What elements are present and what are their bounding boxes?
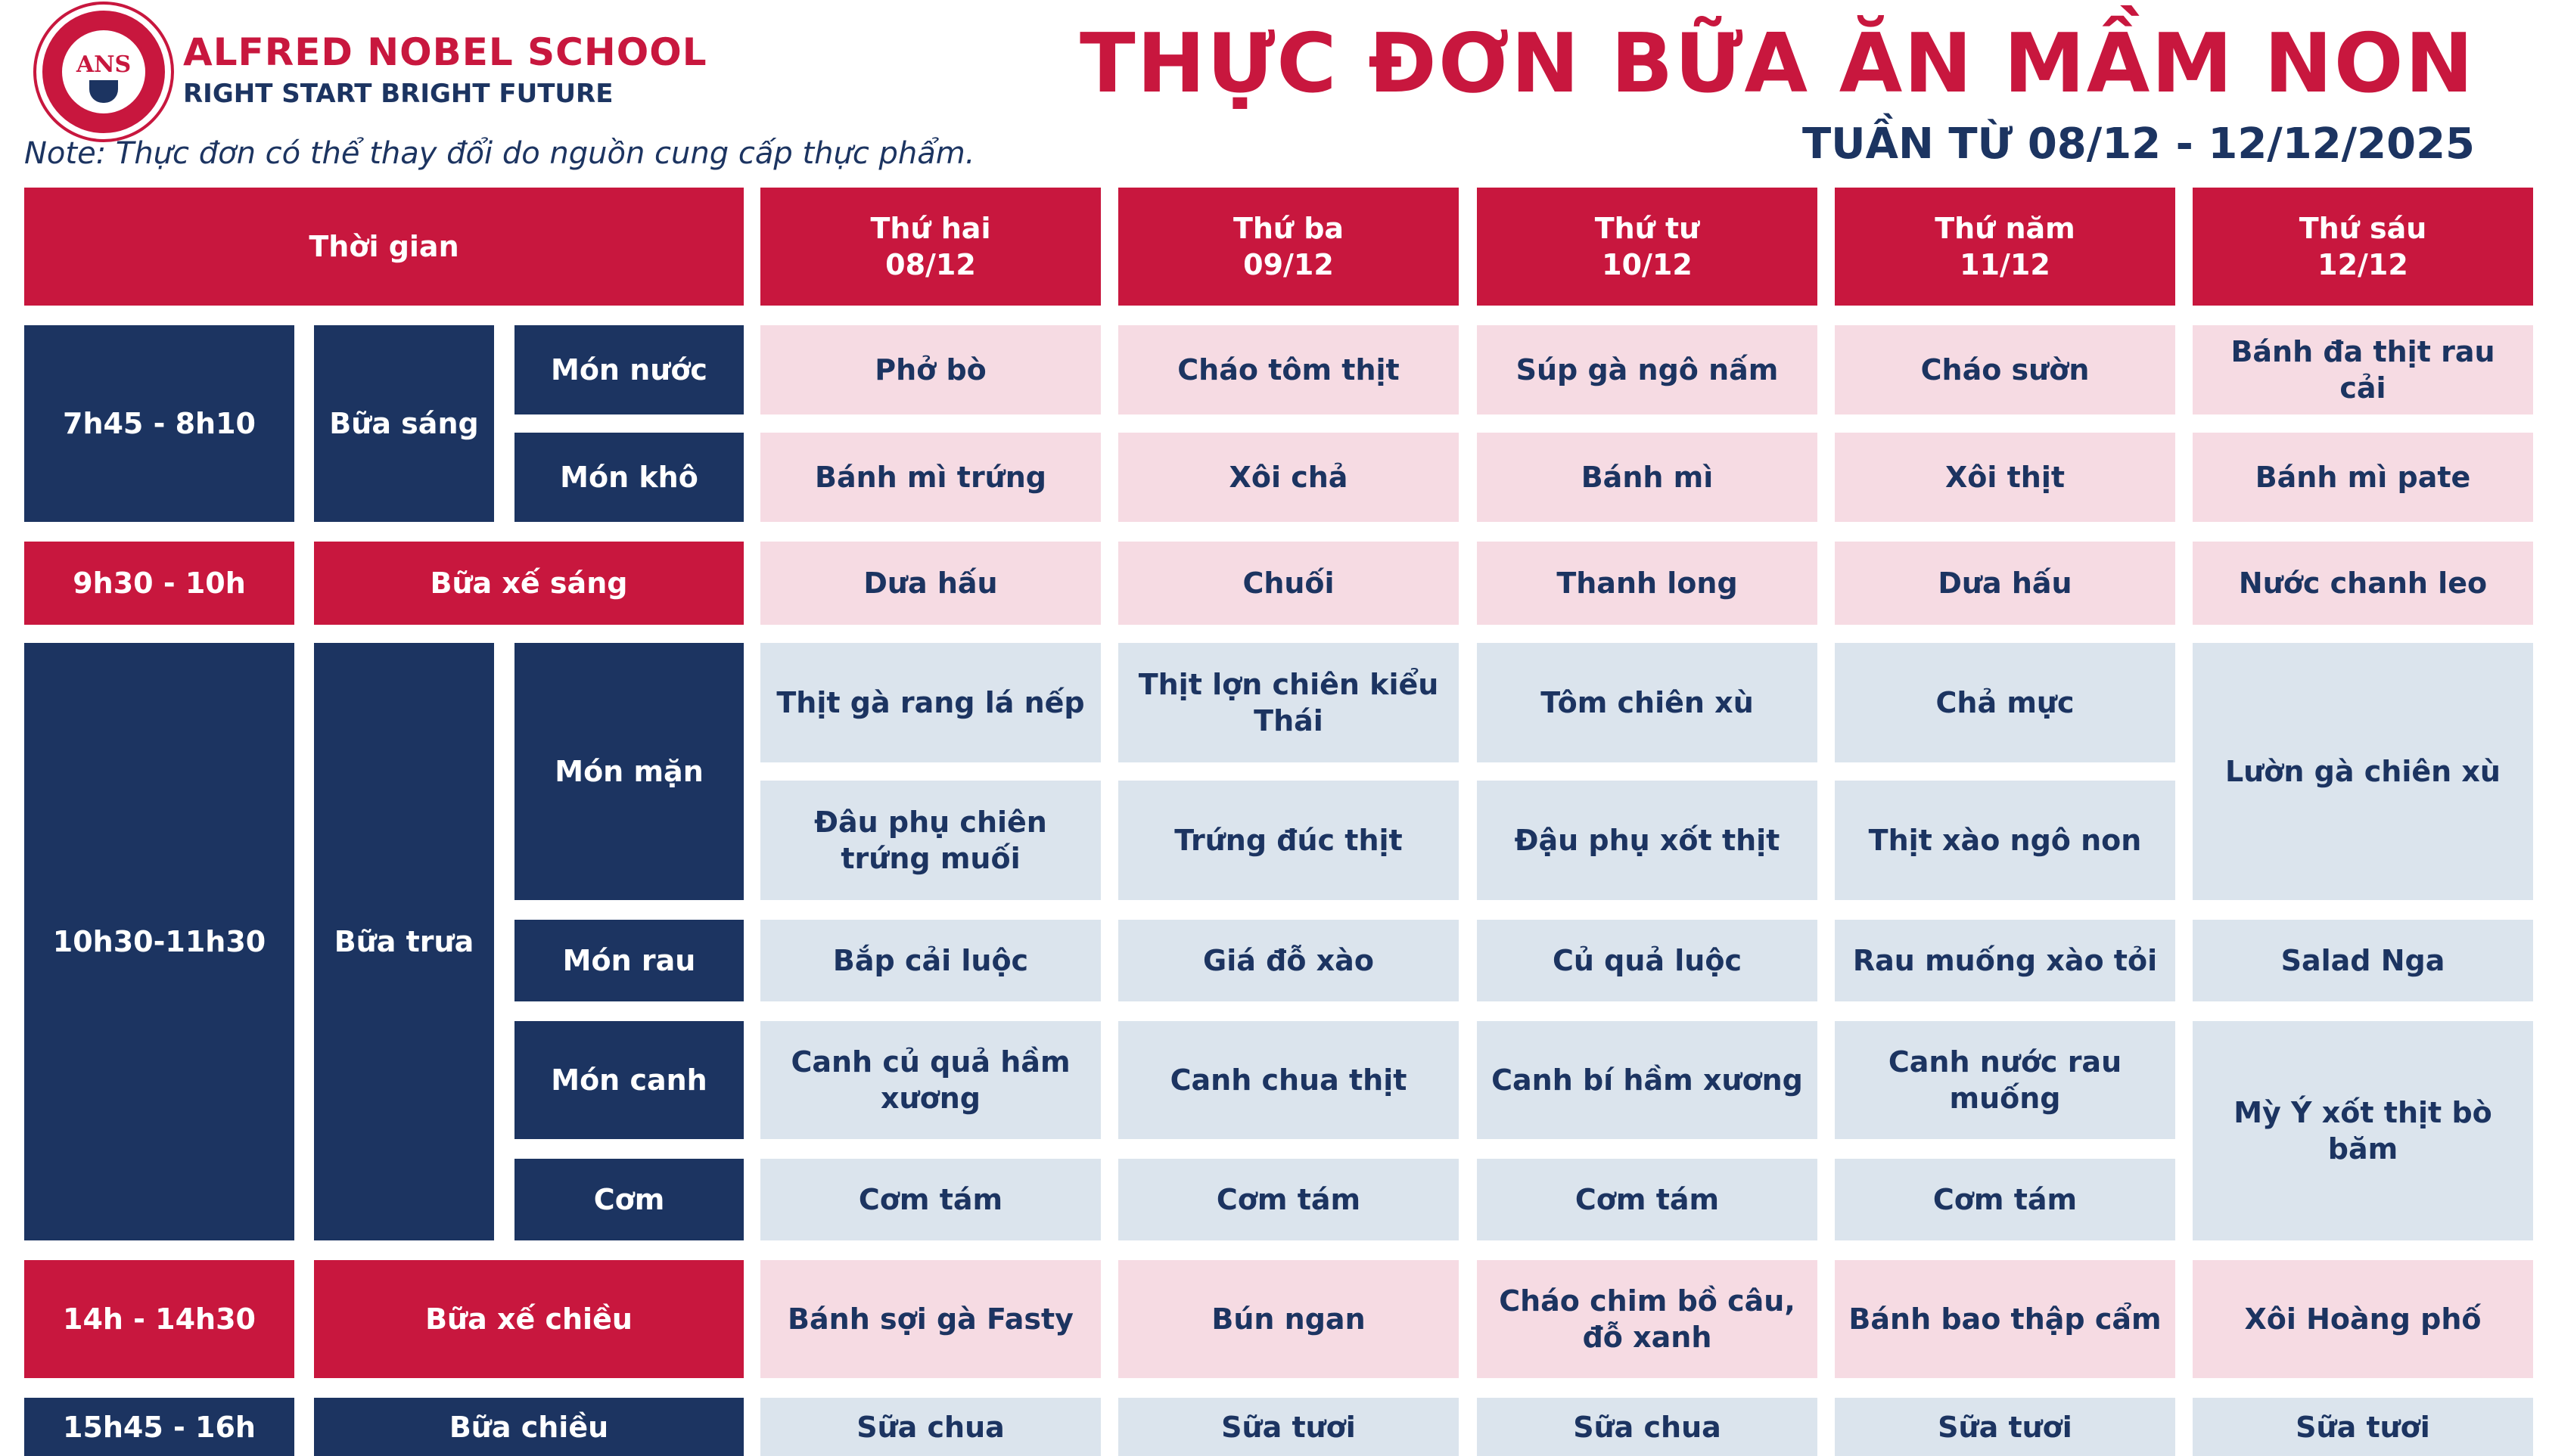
menu-cell: Lườn gà chiên xù <box>2193 643 2533 900</box>
menu-cell: Bánh mì <box>1477 433 1817 522</box>
menu-cell: Bánh sợi gà Fasty <box>760 1260 1101 1378</box>
dish-type: Món canh <box>514 1021 744 1139</box>
menu-cell: Thanh long <box>1477 542 1817 625</box>
day-name: Thứ hai <box>870 212 991 245</box>
menu-cell: Tôm chiên xù <box>1477 643 1817 762</box>
day-header: Thứ năm 11/12 <box>1835 188 2175 306</box>
menu-cell: Cơm tám <box>760 1159 1101 1240</box>
dish-type: Món khô <box>514 433 744 522</box>
logo-monogram: ANS <box>76 51 132 78</box>
day-date: 12/12 <box>2317 248 2408 281</box>
menu-cell: Canh củ quả hầm xương <box>760 1021 1101 1139</box>
menu-cell: Chuối <box>1118 542 1459 625</box>
dish-type: Món nước <box>514 325 744 414</box>
day-header: Thứ ba 09/12 <box>1118 188 1459 306</box>
menu-cell: Cơm tám <box>1118 1159 1459 1240</box>
menu-cell: Canh chua thịt <box>1118 1021 1459 1139</box>
menu-cell: Cháo chim bồ câu, đỗ xanh <box>1477 1260 1817 1378</box>
meal-label: Bữa sáng <box>314 325 494 522</box>
menu-cell: Bánh đa thịt rau cải <box>2193 325 2533 414</box>
day-name: Thứ sáu <box>2299 212 2427 245</box>
menu-cell: Dưa hấu <box>760 542 1101 625</box>
menu-cell: Sữa tươi <box>1835 1398 2175 1456</box>
menu-cell: Bánh mì pate <box>2193 433 2533 522</box>
menu-cell: Bắp cải luộc <box>760 920 1101 1001</box>
day-date: 08/12 <box>885 248 976 281</box>
menu-cell: Mỳ Ý xốt thịt bò băm <box>2193 1021 2533 1240</box>
menu-cell: Canh nước rau muống <box>1835 1021 2175 1139</box>
menu-note: Note: Thực đơn có thể thay đổi do nguồn … <box>24 136 975 171</box>
day-header: Thứ sáu 12/12 <box>2193 188 2533 306</box>
menu-cell: Bún ngan <box>1118 1260 1459 1378</box>
menu-cell: Cháo tôm thịt <box>1118 325 1459 414</box>
menu-cell: Thịt gà rang lá nếp <box>760 643 1101 762</box>
menu-cell: Dưa hấu <box>1835 542 2175 625</box>
meal-label: Bữa xế sáng <box>314 542 744 625</box>
meal-label: Bữa xế chiều <box>314 1260 744 1378</box>
menu-cell: Rau muống xào tỏi <box>1835 920 2175 1001</box>
day-header: Thứ tư 10/12 <box>1477 188 1817 306</box>
school-slogan: RIGHT START BRIGHT FUTURE <box>183 79 614 109</box>
week-range: TUẦN TỪ 08/12 - 12/12/2025 <box>1801 120 2475 169</box>
shield-icon <box>89 80 118 103</box>
menu-cell: Củ quả luộc <box>1477 920 1817 1001</box>
dish-type: Món mặn <box>514 643 744 900</box>
menu-cell: Bánh bao thập cẩm <box>1835 1260 2175 1378</box>
time-slot: 7h45 - 8h10 <box>24 325 294 522</box>
menu-cell: Đâu phụ chiên trứng muối <box>760 781 1101 900</box>
menu-cell: Đậu phụ xốt thịt <box>1477 781 1817 900</box>
meal-label: Bữa chiều <box>314 1398 744 1456</box>
menu-cell: Thịt lợn chiên kiểu Thái <box>1118 643 1459 762</box>
menu-cell: Sữa tươi <box>1118 1398 1459 1456</box>
menu-cell: Súp gà ngô nấm <box>1477 325 1817 414</box>
day-header: Thứ hai 08/12 <box>760 188 1101 306</box>
time-slot: 14h - 14h30 <box>24 1260 294 1378</box>
time-slot: 10h30-11h30 <box>24 643 294 1240</box>
menu-cell: Cơm tám <box>1477 1159 1817 1240</box>
menu-cell: Xôi thịt <box>1835 433 2175 522</box>
menu-cell: Giá đỗ xào <box>1118 920 1459 1001</box>
day-date: 10/12 <box>1602 248 1693 281</box>
day-date: 09/12 <box>1243 248 1334 281</box>
dish-type: Cơm <box>514 1159 744 1240</box>
logo-emblem: ANS <box>59 27 148 116</box>
menu-cell: Xôi Hoàng phố <box>2193 1260 2533 1378</box>
menu-cell: Thịt xào ngô non <box>1835 781 2175 900</box>
day-name: Thứ năm <box>1935 212 2075 245</box>
menu-cell: Bánh mì trứng <box>760 433 1101 522</box>
menu-cell: Sữa tươi <box>2193 1398 2533 1456</box>
menu-cell: Chả mực <box>1835 643 2175 762</box>
time-slot: 15h45 - 16h <box>24 1398 294 1456</box>
school-logo: ANS <box>36 5 171 139</box>
menu-cell: Nước chanh leo <box>2193 542 2533 625</box>
time-slot: 9h30 - 10h <box>24 542 294 625</box>
menu-cell: Cháo sườn <box>1835 325 2175 414</box>
time-header: Thời gian <box>24 188 744 306</box>
menu-cell: Sữa chua <box>760 1398 1101 1456</box>
meal-label: Bữa trưa <box>314 643 494 1240</box>
menu-cell: Sữa chua <box>1477 1398 1817 1456</box>
day-date: 11/12 <box>1960 248 2050 281</box>
menu-cell: Cơm tám <box>1835 1159 2175 1240</box>
menu-cell: Xôi chả <box>1118 433 1459 522</box>
day-name: Thứ tư <box>1594 212 1700 245</box>
menu-cell: Salad Nga <box>2193 920 2533 1001</box>
page-title: THỰC ĐƠN BỮA ĂN MẦM NON <box>1080 17 2475 111</box>
menu-cell: Phở bò <box>760 325 1101 414</box>
day-name: Thứ ba <box>1233 212 1344 245</box>
menu-cell: Canh bí hầm xương <box>1477 1021 1817 1139</box>
school-name: ALFRED NOBEL SCHOOL <box>183 30 707 74</box>
dish-type: Món rau <box>514 920 744 1001</box>
menu-cell: Trứng đúc thịt <box>1118 781 1459 900</box>
